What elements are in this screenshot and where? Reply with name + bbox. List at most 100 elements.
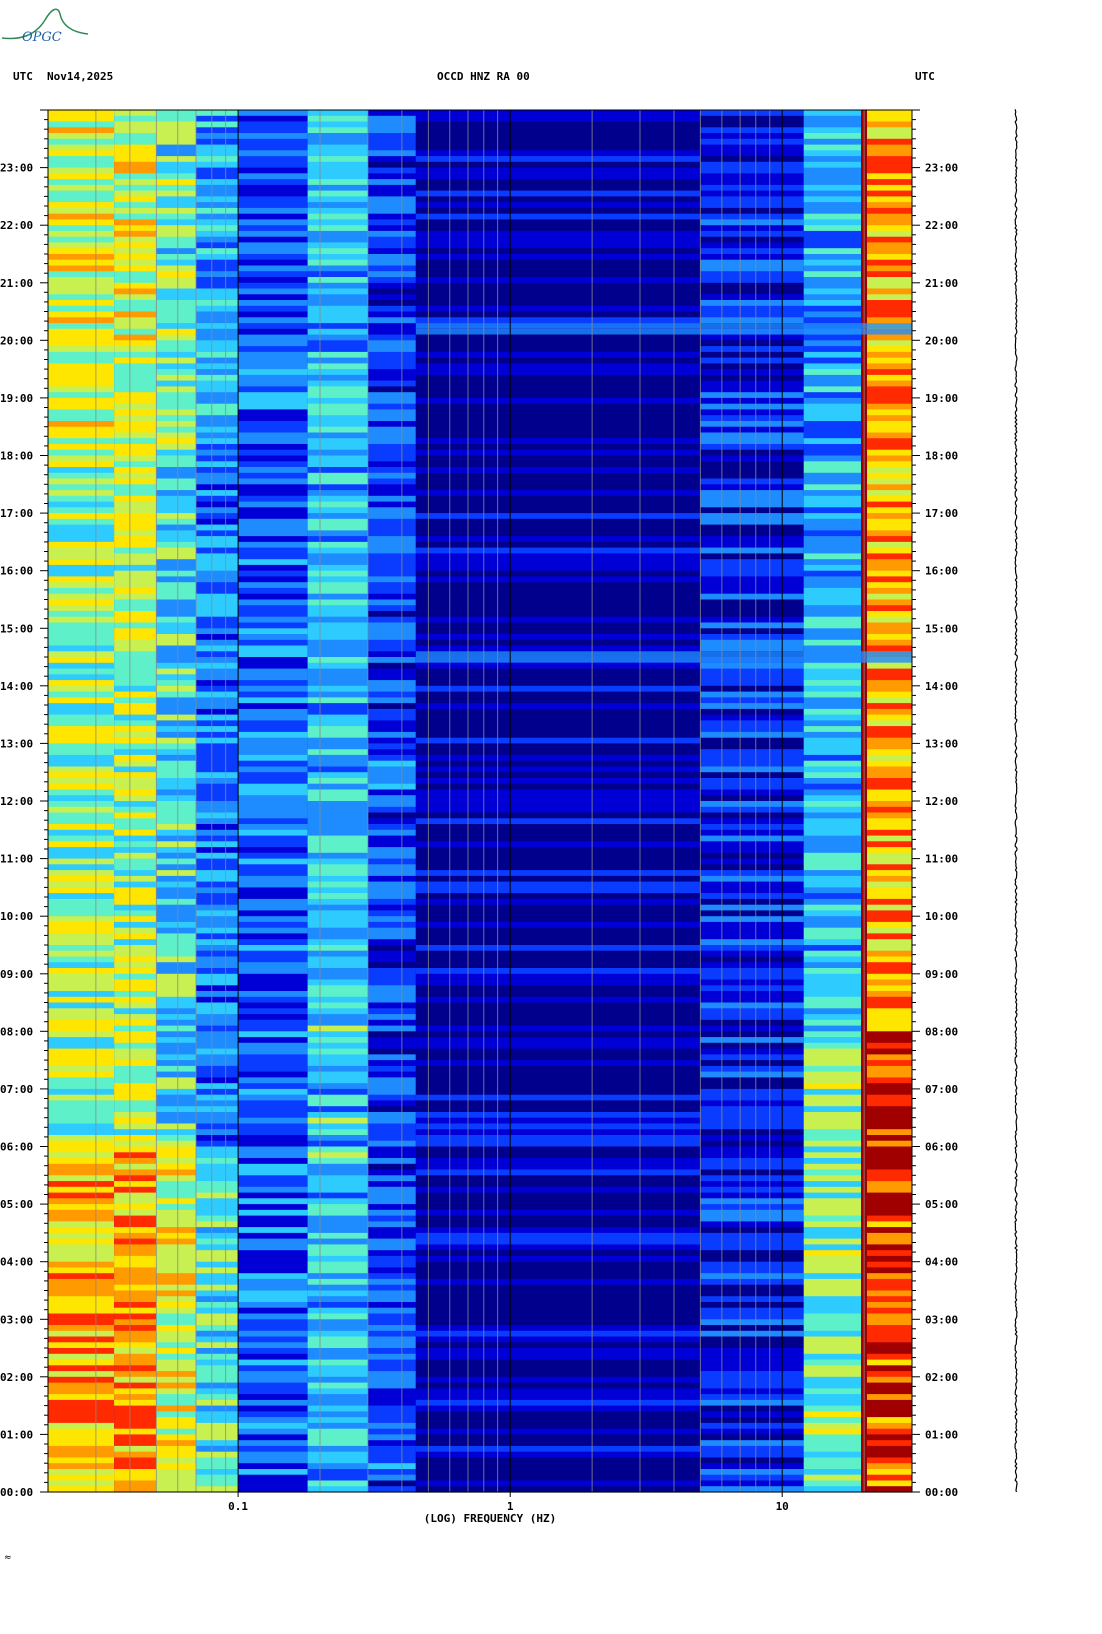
spectrogram-cell (196, 893, 239, 900)
spectrogram-cell (238, 553, 308, 560)
spectrogram-cell (48, 622, 115, 629)
spectrogram-cell (367, 213, 416, 221)
spectrogram-cell (114, 858, 157, 865)
spectrogram-cell (156, 478, 197, 485)
spectrogram-cell (867, 225, 912, 232)
spectrogram-cell (367, 121, 416, 128)
spectrogram-cell (415, 628, 701, 635)
spectrogram-cell (114, 939, 157, 946)
spectrogram-cell (803, 1359, 862, 1366)
spectrogram-cell (415, 726, 701, 733)
spectrogram-cell (700, 196, 804, 203)
spectrogram-cell (803, 363, 862, 370)
spectrogram-cell (700, 1250, 804, 1257)
spectrogram-cell (48, 783, 115, 791)
spectrogram-cell (48, 1100, 115, 1107)
spectrogram-cell (48, 380, 115, 387)
spectrogram-cell (156, 651, 197, 658)
spectrogram-cell (307, 1319, 368, 1326)
spectrogram-cell (48, 611, 115, 618)
spectrogram-cell (415, 1025, 701, 1032)
spectrogram-cell (114, 1394, 157, 1401)
spectrogram-cell (415, 1175, 701, 1182)
spectrogram-cell (700, 570, 804, 578)
spectrogram-cell (307, 754, 368, 762)
spectrogram-cell (48, 1411, 115, 1418)
spectrogram-cell (156, 795, 197, 802)
spectrogram-cell (48, 317, 115, 324)
spectrogram-cell (238, 294, 308, 301)
spectrogram-cell (803, 501, 862, 508)
spectrogram-cell (114, 991, 157, 998)
spectrogram-cell (867, 161, 912, 169)
spectrogram-cell (114, 1244, 157, 1251)
spectrogram-cell (114, 213, 157, 221)
spectrogram-cell (114, 1486, 157, 1493)
spectrogram-cell (867, 1342, 912, 1349)
spectrogram-cell (867, 996, 912, 1004)
spectrogram-cell (867, 1054, 912, 1061)
spectrogram-cell (196, 789, 239, 796)
spectrogram-cell (367, 904, 416, 912)
spectrogram-cell (196, 150, 239, 157)
spectrogram-cell (238, 1238, 308, 1245)
spectrogram-cell (238, 409, 308, 416)
spectrogram-cell (238, 495, 308, 503)
spectrogram-cell (867, 1014, 912, 1021)
spectrogram-cell (803, 662, 862, 670)
spectrogram-cell (196, 697, 239, 704)
spectrogram-cell (700, 645, 804, 652)
spectrogram-cell (415, 138, 701, 146)
spectrogram-cell (867, 179, 912, 186)
spectrogram-cell (156, 645, 197, 652)
spectrogram-cell (700, 1112, 804, 1119)
spectrogram-cell (196, 294, 239, 301)
spectrogram-cell (114, 115, 157, 123)
spectrogram-cell (700, 432, 804, 439)
spectrogram-cell (196, 190, 239, 197)
spectrogram-cell (700, 541, 804, 549)
spectrogram-cell (156, 426, 197, 434)
spectrogram-cell (803, 996, 862, 1004)
spectrogram-cell (415, 1060, 701, 1067)
spectrogram-cell (114, 144, 157, 151)
spectrogram-cell (48, 1163, 115, 1171)
spectrogram-cell (867, 1215, 912, 1222)
spectrogram-cell (867, 916, 912, 923)
spectrogram-cell (156, 472, 197, 480)
spectrogram-cell (415, 392, 701, 399)
spectrogram-cell (367, 858, 416, 865)
spectrogram-cell (48, 657, 115, 664)
spectrogram-cell (415, 1008, 701, 1015)
spectrogram-cell (156, 766, 197, 773)
y-tick-label-left: 02:00 (0, 1371, 33, 1384)
spectrogram-cell (700, 1002, 804, 1009)
spectrogram-cell (48, 1060, 115, 1067)
spectrogram-cell (114, 1325, 157, 1332)
spectrogram-cell (48, 311, 115, 318)
spectrogram-cell (196, 1094, 239, 1102)
spectrogram-cell (367, 173, 416, 180)
spectrogram-cell (196, 1186, 239, 1194)
spectrogram-cell (114, 1405, 157, 1412)
spectrogram-cell (114, 864, 157, 871)
spectrogram-cell (867, 351, 912, 359)
spectrogram-cell (156, 127, 197, 134)
spectrogram-cell (415, 110, 701, 117)
spectrogram-cell (114, 1451, 157, 1459)
spectrogram-cell (156, 1296, 197, 1303)
spectrogram-cell (238, 346, 308, 353)
spectrogram-cell (803, 766, 862, 773)
spectrogram-cell (196, 110, 239, 117)
spectrogram-cell (415, 737, 701, 745)
spectrogram-cell (48, 1307, 115, 1315)
spectrogram-cell (156, 622, 197, 629)
spectrogram-cell (238, 582, 308, 589)
spectrogram-cell (307, 726, 368, 733)
spectrogram-cell (803, 1336, 862, 1343)
spectrogram-cell (307, 1434, 368, 1441)
spectrogram-cell (238, 968, 308, 975)
spectrogram-cell (48, 737, 115, 745)
spectrogram-cell (803, 1025, 862, 1032)
spectrogram-cell (114, 1025, 157, 1032)
